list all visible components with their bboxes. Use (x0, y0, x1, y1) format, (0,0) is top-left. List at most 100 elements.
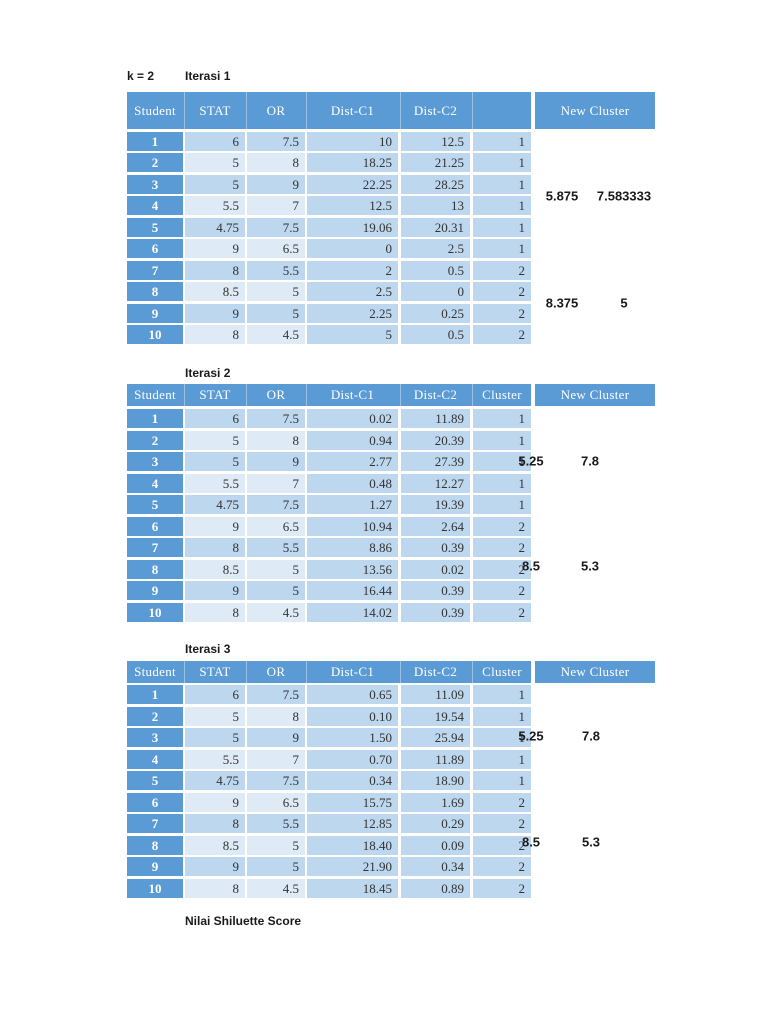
student-id-cell: 6 (127, 792, 183, 812)
or-cell: 9 (247, 452, 305, 471)
column-header-or: OR (266, 664, 286, 679)
cluster-cell: 1 (473, 728, 531, 747)
dist-c1-cell: 0.34 (307, 771, 398, 790)
dist-c1-cell: 18.40 (307, 835, 398, 855)
stat-cell: 9 (185, 303, 245, 323)
student-id-cell: 10 (127, 602, 183, 622)
column-header-student: Student (134, 664, 176, 679)
dist-c1-cell: 2.25 (307, 303, 398, 323)
column-header-dist-c1: Dist-C1 (330, 664, 375, 679)
dist-c1-cell: 1.27 (307, 495, 398, 514)
dist-c2-cell: 21.25 (401, 153, 470, 172)
stat-cell: 5 (185, 452, 245, 471)
or-cell: 5.5 (247, 814, 305, 833)
stat-cell: 4.75 (185, 495, 245, 514)
student-id-cell: 1 (127, 685, 183, 704)
iteration-1-label: Iterasi 1 (185, 69, 231, 83)
dist-c2-cell: 0.02 (401, 559, 470, 579)
cluster-cell: 1 (473, 473, 531, 493)
stat-cell: 5 (185, 728, 245, 747)
dist-c1-cell: 12.5 (307, 196, 398, 215)
column-header-cluster: Cluster (482, 664, 522, 679)
header-separator (400, 92, 401, 129)
student-id-cell: 9 (127, 581, 183, 600)
column-header-stat: STAT (199, 102, 231, 118)
cluster-cell: 1 (473, 153, 531, 172)
dist-c2-cell: 0.39 (401, 538, 470, 557)
dist-c2-cell: 2.5 (401, 239, 470, 258)
dist-c1-cell: 10.94 (307, 516, 398, 536)
dist-c2-cell: 11.89 (401, 409, 470, 428)
stat-cell: 5 (185, 153, 245, 172)
new-cluster-centroid-value: 5.3 (581, 834, 601, 850)
dist-c1-cell: 14.02 (307, 602, 398, 622)
new-cluster-centroid-value: 7.8 (581, 728, 601, 744)
header-separator (472, 384, 473, 406)
or-cell: 7.5 (247, 409, 305, 428)
cluster-cell: 2 (473, 792, 531, 812)
stat-cell: 9 (185, 239, 245, 258)
cluster-cell: 1 (473, 430, 531, 450)
stat-cell: 8 (185, 878, 245, 898)
or-cell: 5 (247, 835, 305, 855)
header-separator (306, 92, 307, 129)
header-separator (306, 661, 307, 683)
column-header-stat: STAT (199, 664, 231, 679)
dist-c1-cell: 8.86 (307, 538, 398, 557)
student-id-cell: 1 (127, 131, 183, 151)
new-cluster-centroid-value: 7.8 (580, 453, 600, 469)
dist-c2-cell: 0.5 (401, 260, 470, 280)
stat-cell: 6 (185, 409, 245, 428)
student-id-cell: 2 (127, 430, 183, 450)
cluster-cell: 1 (473, 685, 531, 704)
cluster-cell: 2 (473, 282, 531, 301)
or-cell: 9 (247, 728, 305, 747)
cluster-cell: 2 (473, 602, 531, 622)
cluster-cell: 2 (473, 559, 531, 579)
new-cluster-header: New Cluster (535, 661, 655, 683)
or-cell: 6.5 (247, 239, 305, 258)
student-id-cell: 3 (127, 728, 183, 747)
dist-c1-cell: 0.65 (307, 685, 398, 704)
new-cluster-centroid-value: 7.583333 (596, 188, 652, 204)
dist-c2-cell: 0 (401, 282, 470, 301)
column-header-dist-c1: Dist-C1 (330, 387, 375, 402)
student-id-cell: 5 (127, 495, 183, 514)
student-id-cell: 2 (127, 153, 183, 172)
column-header-dist-c2: Dist-C2 (413, 664, 458, 679)
or-cell: 5.5 (247, 260, 305, 280)
student-id-cell: 3 (127, 452, 183, 471)
cluster-cell: 2 (473, 814, 531, 833)
stat-cell: 5 (185, 430, 245, 450)
new-cluster-centroid-value: 8.5 (521, 834, 541, 850)
new-cluster-centroid-value: 8.375 (545, 295, 579, 311)
student-id-cell: 2 (127, 706, 183, 726)
stat-cell: 9 (185, 581, 245, 600)
or-cell: 5.5 (247, 538, 305, 557)
dist-c1-cell: 19.06 (307, 217, 398, 237)
student-id-cell: 7 (127, 814, 183, 833)
cluster-cell: 2 (473, 303, 531, 323)
column-header-student: Student (134, 387, 176, 402)
new-cluster-header: New Cluster (535, 384, 655, 406)
or-cell: 5 (247, 581, 305, 600)
or-cell: 5 (247, 303, 305, 323)
dist-c1-cell: 18.25 (307, 153, 398, 172)
iteration-3-label: Iterasi 3 (185, 642, 231, 656)
header-separator (472, 661, 473, 683)
stat-cell: 8 (185, 814, 245, 833)
dist-c1-cell: 2 (307, 260, 398, 280)
or-cell: 7 (247, 473, 305, 493)
student-id-cell: 8 (127, 282, 183, 301)
table-header-row: Student STAT OR Dist-C1 Dist-C2 Cluster (127, 661, 531, 683)
cluster-cell: 1 (473, 196, 531, 215)
student-id-cell: 7 (127, 260, 183, 280)
dist-c1-cell: 5 (307, 325, 398, 344)
cluster-cell: 2 (473, 878, 531, 898)
student-id-cell: 7 (127, 538, 183, 557)
cluster-cell: 2 (473, 325, 531, 344)
dist-c2-cell: 0.34 (401, 857, 470, 876)
dist-c2-cell: 27.39 (401, 452, 470, 471)
student-id-cell: 8 (127, 835, 183, 855)
or-cell: 6.5 (247, 792, 305, 812)
